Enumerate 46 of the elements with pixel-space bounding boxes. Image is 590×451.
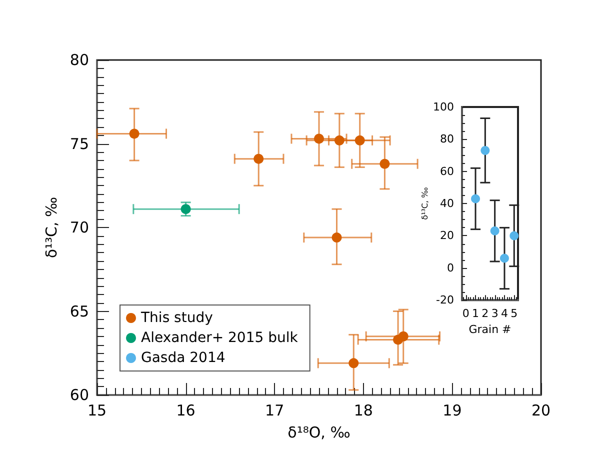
point: [332, 232, 342, 243]
x-axis-title: δ¹⁸O, ‰: [288, 424, 350, 442]
y-tick-label: 75: [70, 134, 89, 153]
x-axis-title: Grain #: [468, 323, 512, 336]
y-tick-label: 100: [433, 100, 454, 114]
point: [354, 135, 365, 146]
x-tick-label: 20: [531, 402, 551, 420]
y-tick-label: 70: [70, 218, 89, 236]
legend-label: This study: [140, 310, 213, 326]
legend-label: Alexander+ 2015 bulk: [141, 330, 299, 346]
point: [480, 146, 490, 155]
x-tick-label: 1: [472, 307, 480, 320]
y-tick-label: 60: [70, 386, 89, 404]
point: [490, 226, 500, 236]
x-tick-label: 16: [176, 402, 196, 420]
point: [129, 128, 140, 139]
x-tick-label: 3: [491, 307, 498, 320]
point: [380, 158, 390, 169]
point: [510, 231, 519, 240]
point: [180, 204, 191, 214]
x-tick-label: 5: [510, 307, 518, 320]
y-tick-label: 40: [440, 197, 454, 210]
point: [398, 331, 408, 342]
y-tick-label: 20: [440, 229, 454, 242]
legend-label: Gasda 2014: [141, 350, 226, 366]
y-tick-label: 80: [70, 51, 89, 69]
y-axis-title: δ¹³C, ‰: [420, 186, 430, 220]
x-tick-label: 2: [482, 307, 489, 320]
point: [348, 358, 359, 368]
x-tick-label: 19: [442, 402, 462, 420]
x-tick-label: 15: [87, 402, 107, 420]
x-tick-label: 0: [462, 307, 470, 320]
point: [314, 134, 324, 144]
y-tick-label: -20: [436, 294, 454, 307]
point: [500, 254, 509, 263]
y-tick-label: 80: [440, 132, 454, 146]
y-tick-label: 60: [440, 164, 454, 178]
x-tick-label: 17: [265, 402, 284, 420]
point: [254, 154, 264, 164]
point: [471, 194, 480, 204]
y-axis-title: δ¹³C, ‰: [42, 196, 60, 258]
y-tick-label: 0: [447, 261, 454, 274]
x-tick-label: 18: [354, 402, 373, 420]
y-tick-label: 65: [70, 302, 89, 320]
point: [334, 135, 344, 146]
x-tick-label: 4: [500, 307, 508, 320]
